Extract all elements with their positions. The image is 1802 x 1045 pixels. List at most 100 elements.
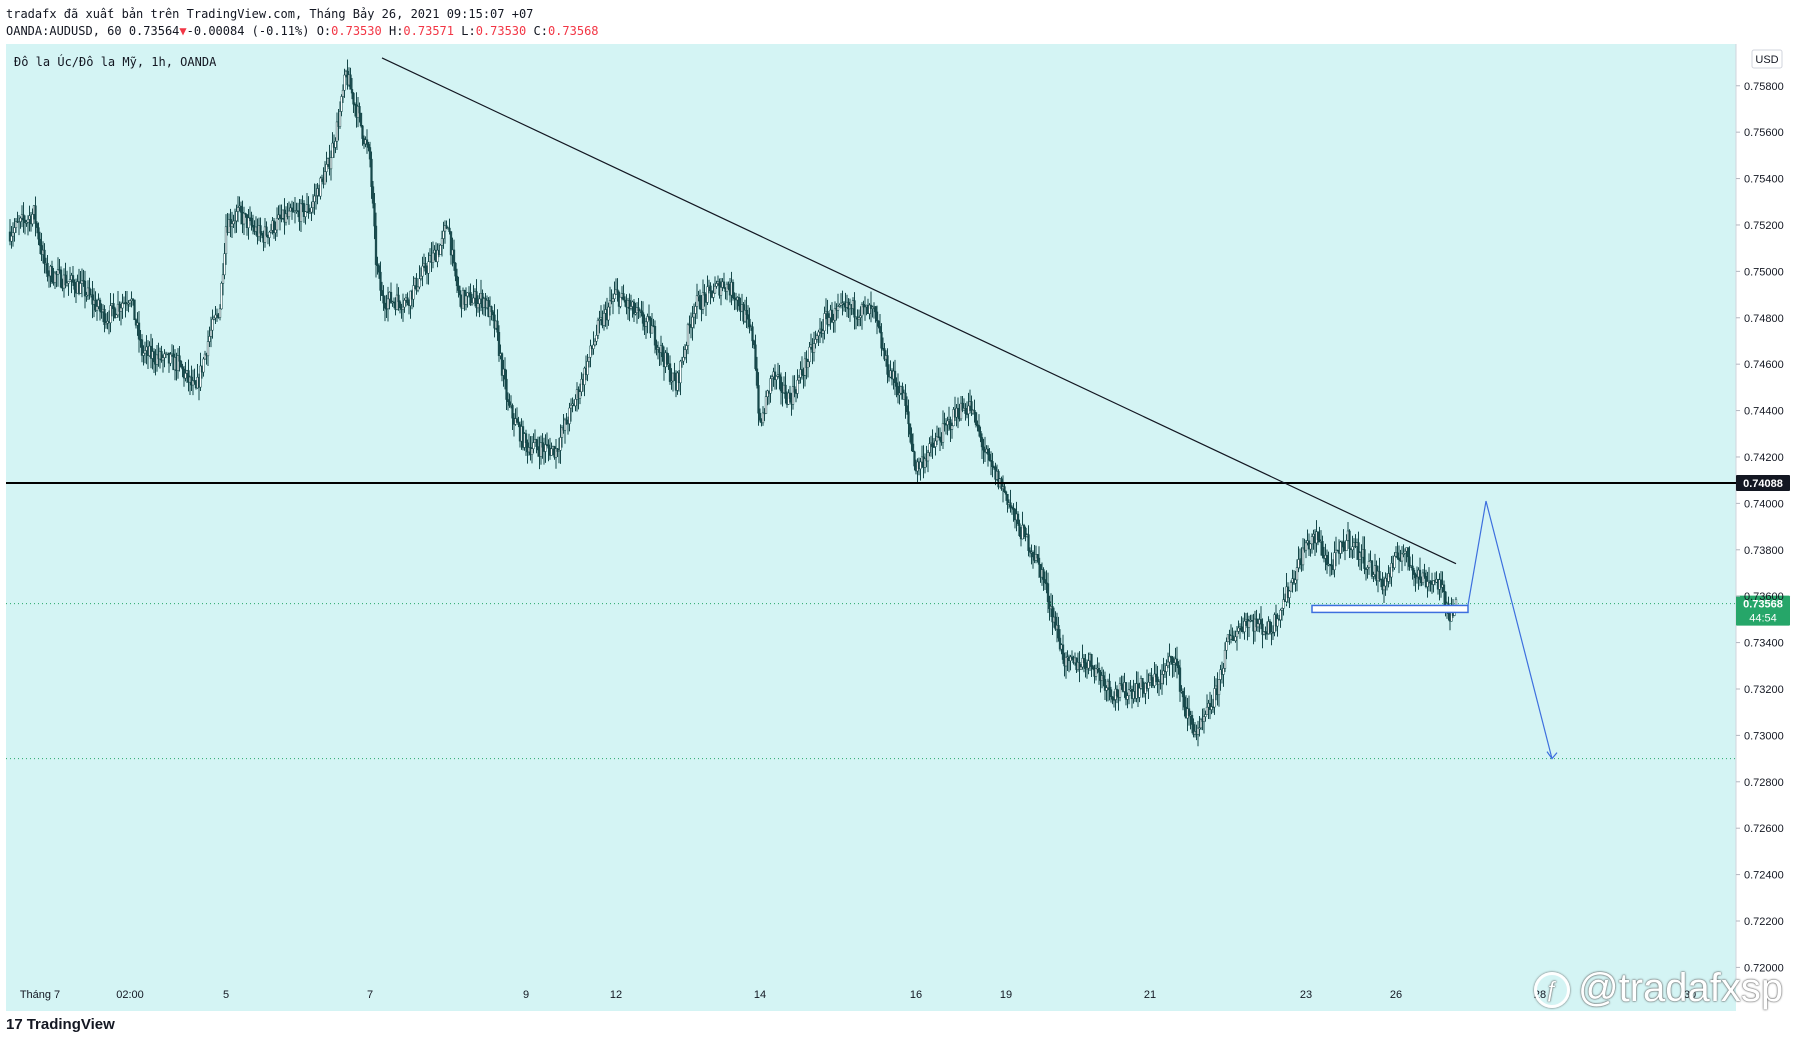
candle-body [1187,708,1191,716]
candle-body [602,313,606,326]
candle-body [71,275,75,283]
candle-body [19,217,22,222]
candle-body [1418,569,1422,580]
candle-body [125,303,129,306]
candle-body [1043,579,1047,584]
candle-body [341,89,345,97]
symbol-label[interactable]: OANDA:AUDUSD, 60 [6,24,122,38]
candle-body [68,279,72,282]
publish-info: tradafx đã xuất bản trên TradingView.com… [6,7,534,21]
candle-body [821,330,825,334]
candle-body [1213,688,1216,708]
candle-body [457,285,460,291]
candle-body [131,298,135,301]
candle-body [440,238,444,246]
candle-body [424,262,427,272]
candle-body [904,392,907,406]
candle-body [1054,616,1057,630]
candle-body [380,290,384,296]
price-tick-label: 0.72400 [1744,870,1784,882]
candle-body [181,366,184,370]
candle-body [1091,666,1095,669]
price-tick-label: 0.75400 [1744,174,1784,186]
candle-body [970,401,973,414]
candle-body [43,249,46,265]
price-axis-background[interactable] [1736,44,1802,979]
candle-body [199,365,202,388]
candle-body [956,407,960,418]
time-tick-label: 19 [1000,989,1012,1001]
candle-body [1192,724,1195,735]
candle-body [965,413,969,415]
candle-body [1004,491,1008,495]
candle-body [1147,681,1150,689]
candle-body [416,286,420,291]
candle-body [1222,668,1225,675]
candle-body [1408,556,1411,567]
candle-body [823,313,826,332]
candle-body [1384,578,1387,587]
candle-body [637,307,640,312]
candle-body [299,203,303,222]
candle-body [535,439,538,447]
candle-body [668,363,672,382]
candle-body [311,201,315,208]
candle-body [220,283,223,310]
price-tick-label: 0.74000 [1744,498,1784,510]
candle-body [212,317,216,320]
candle-body [26,219,30,223]
candle-body [1276,618,1279,627]
candle-body [919,461,922,470]
high-value: 0.73571 [403,24,454,38]
candle-body [712,292,715,298]
candle-body [1321,541,1324,556]
bar-countdown-label: 44:54 [1749,613,1777,625]
candle-body [307,204,310,214]
time-tick-label: 02:00 [116,989,144,1001]
candle-body [1153,673,1156,686]
candle-body [475,291,478,309]
candle-body [709,285,712,291]
candle-body [793,386,796,393]
candle-body [1351,546,1354,551]
candle-body [1381,579,1384,591]
candle-body [85,294,88,297]
candle-body [233,220,237,223]
candle-body [973,410,976,413]
candle-body [242,213,246,225]
candle-body [769,378,772,394]
candle-body [392,301,396,304]
projection-path[interactable] [1467,500,1553,759]
candle-body [1169,656,1173,658]
candle-body [491,311,495,316]
time-axis-background[interactable] [6,979,1736,1011]
candle-body [1097,667,1101,673]
watermark-text: @tradafxsp [1578,966,1784,1010]
price-tick-label: 0.75600 [1744,127,1784,139]
range-rectangle[interactable] [1311,604,1469,614]
candle-body [127,302,130,305]
candle-body [23,219,27,223]
candle-body [692,313,696,318]
candle-body [1177,665,1180,669]
candle-body [314,195,318,197]
candle-body [932,446,936,448]
price-tick-label: 0.75800 [1744,81,1784,93]
candle-body [67,281,70,284]
price-tick-label: 0.72000 [1744,962,1784,974]
last-price-tag [1736,595,1790,626]
currency-box[interactable] [1751,49,1783,69]
candle-body [1178,667,1182,692]
candle-body [109,305,112,324]
candle-body [35,223,39,228]
candle-body [1339,541,1342,554]
candle-body [1172,662,1176,665]
candle-body [559,437,562,451]
tradingview-brand[interactable]: 17 TradingView [6,1016,115,1033]
time-tick-label: 9 [523,989,529,1001]
candle-body [544,444,547,452]
trendline[interactable] [381,57,1457,565]
candle-body [908,423,912,435]
candle-body [1280,608,1284,611]
